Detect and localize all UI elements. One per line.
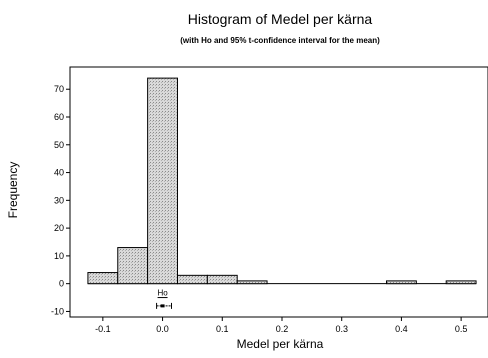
ci-mean-marker	[160, 304, 165, 308]
x-tick-label: -0.1	[95, 324, 111, 334]
chart-title: Histogram of Medel per kärna	[187, 11, 373, 27]
chart-subtitle: (with Ho and 95% t-confidence interval f…	[180, 36, 380, 45]
histogram-bar	[87, 272, 119, 285]
y-tick-label: 0	[59, 279, 64, 289]
x-tick-label: 0.5	[455, 324, 468, 334]
plot-frame	[69, 66, 488, 318]
y-tick-label: 70	[54, 84, 64, 94]
histogram-bar	[176, 274, 208, 285]
x-tick-label: 0.2	[276, 324, 289, 334]
histogram-bar	[117, 247, 149, 285]
x-tick-label: 0.0	[156, 324, 169, 334]
y-tick-label: 40	[54, 168, 64, 178]
x-axis-label: Medel per kärna	[236, 337, 324, 351]
histogram-bar	[236, 280, 268, 285]
histogram-bar	[385, 280, 417, 285]
x-tick-label: 0.4	[395, 324, 408, 334]
y-tick-label: 30	[54, 195, 64, 205]
y-tick-label: 50	[54, 140, 64, 150]
ho-label: Ho	[157, 289, 168, 298]
y-tick-label: -10	[51, 306, 64, 316]
y-tick-label: 10	[54, 251, 64, 261]
y-tick-label: 20	[54, 223, 64, 233]
x-tick-label: 0.1	[216, 324, 229, 334]
histogram-bar	[147, 77, 178, 285]
histogram-bar	[206, 274, 238, 285]
x-tick-label: 0.3	[335, 324, 348, 334]
histogram-bar	[445, 280, 477, 285]
y-tick-label: 60	[54, 112, 64, 122]
